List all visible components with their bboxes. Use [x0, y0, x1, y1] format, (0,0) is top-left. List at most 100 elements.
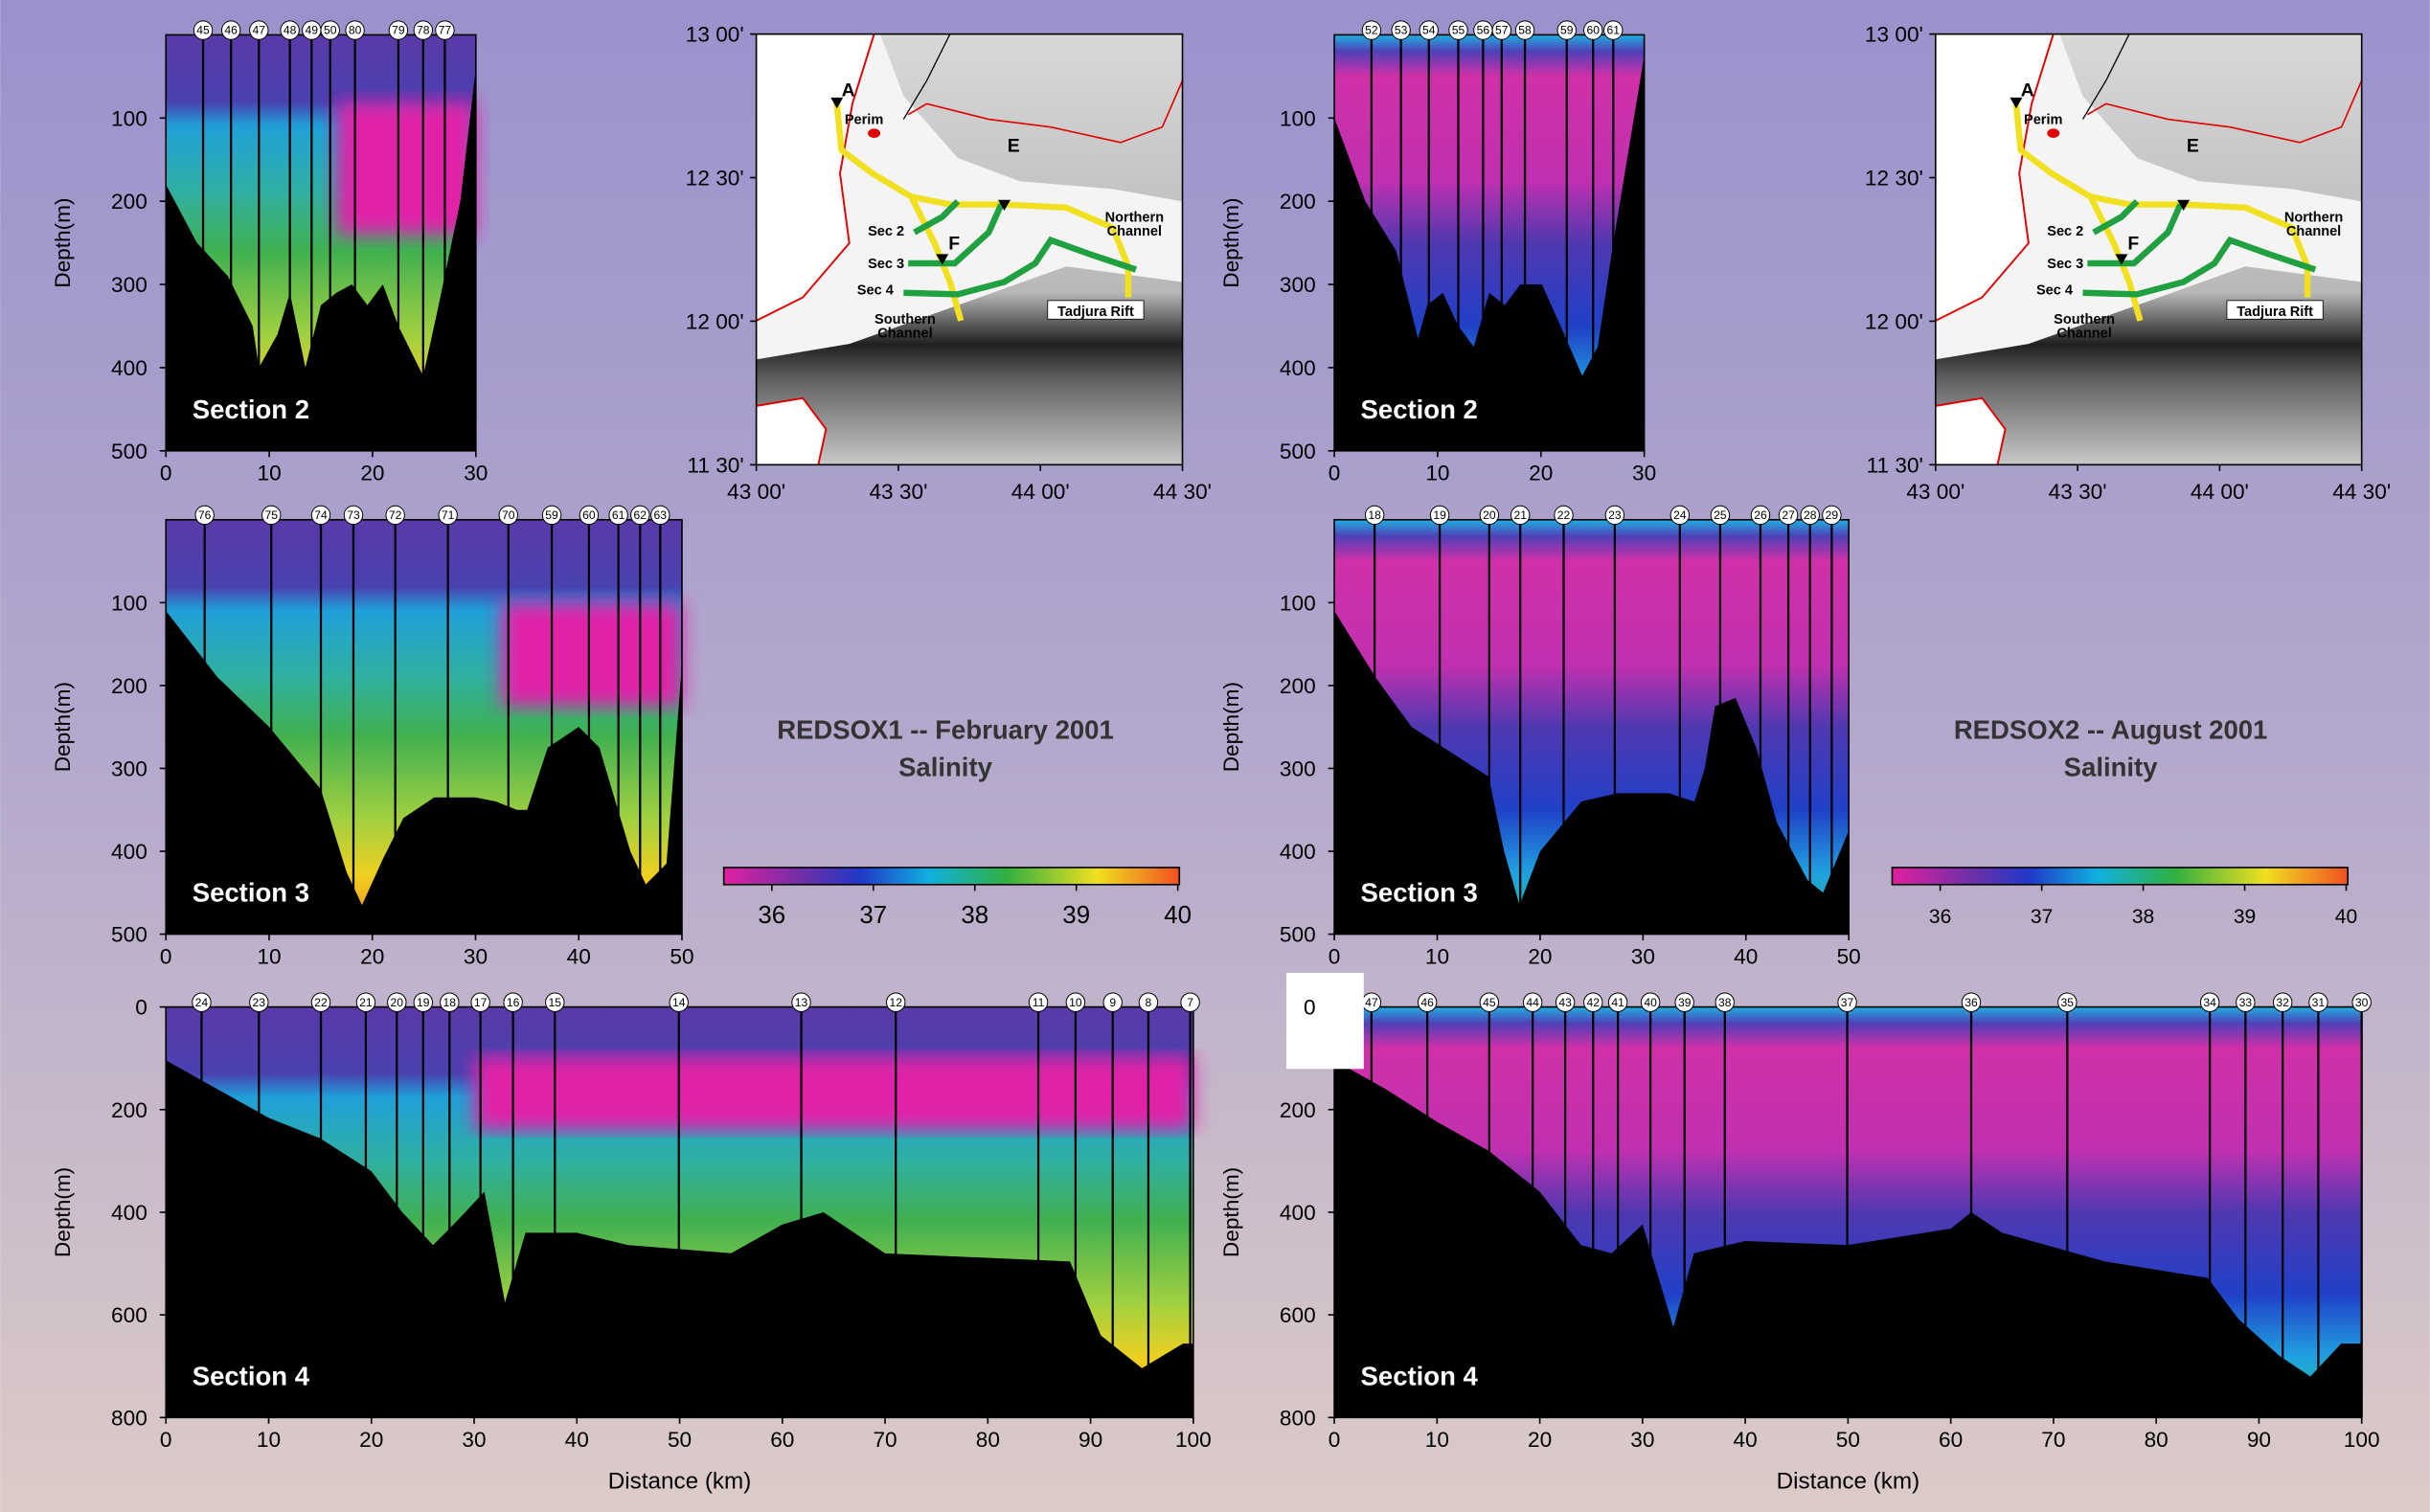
station-marker — [1556, 20, 1577, 40]
section-panel: 47 46 45 44 43 42 41 40 39 38 37 36 35 34 33 32 31 30 0 10 2… — [1219, 972, 2380, 1495]
y-axis-label: Depth(m) — [51, 1167, 75, 1257]
x-tick-label: 60 — [770, 1428, 794, 1452]
bathymetry — [166, 68, 476, 451]
station-marker — [320, 20, 340, 40]
station-marker — [249, 992, 269, 1012]
station-label: 19 — [417, 996, 430, 1009]
station-marker — [387, 992, 407, 1012]
station-marker — [261, 505, 282, 526]
lat-label: 12 30' — [686, 167, 744, 191]
station-label: 60 — [1587, 24, 1601, 37]
panel-subtitle: Salinity — [2064, 753, 2159, 782]
shelf — [1935, 34, 2362, 360]
station-marker — [310, 505, 331, 526]
y-tick-label: 100 — [1280, 591, 1316, 615]
salinity-core — [474, 1056, 1193, 1131]
station-marker — [630, 505, 650, 526]
x-tick-label: 20 — [360, 462, 384, 485]
station-marker — [385, 505, 405, 526]
colorbar-tick-label: 40 — [1164, 902, 1192, 929]
coastline — [1935, 396, 2007, 465]
green-track — [2082, 236, 2317, 298]
station-label: 50 — [324, 24, 337, 37]
station-label: 72 — [389, 508, 402, 522]
x-tick-label: 80 — [976, 1428, 1000, 1452]
station-label: 9 — [1109, 996, 1116, 1009]
station-label: 62 — [634, 508, 647, 522]
station-label: 70 — [502, 508, 515, 522]
station-label: 16 — [507, 996, 520, 1009]
colorbar — [1891, 867, 2349, 886]
y-axis-label: Depth(m) — [51, 197, 75, 287]
plot-frame — [1333, 518, 1851, 936]
station-label: 26 — [1754, 508, 1767, 522]
station-label: 55 — [1452, 24, 1465, 37]
station-marker — [192, 992, 212, 1012]
y-tick-label: 0 — [1304, 996, 1316, 1020]
station-label: 80 — [349, 24, 362, 37]
bathymetry — [1334, 610, 1850, 935]
station-label: 49 — [306, 24, 319, 37]
lon-label: 43 00' — [727, 480, 785, 504]
station-marker — [791, 992, 811, 1012]
station-label: 47 — [253, 24, 266, 37]
station-marker — [1583, 992, 1603, 1012]
x-tick-label: 40 — [1734, 1428, 1758, 1452]
salinity-core — [501, 602, 682, 707]
station-label: 18 — [443, 996, 457, 1009]
x-tick-label: 50 — [1837, 944, 1861, 968]
station-marker — [1102, 992, 1123, 1012]
y-tick-label: 200 — [111, 1098, 148, 1122]
station-marker — [498, 505, 518, 526]
station-label: 53 — [1395, 24, 1408, 37]
x-tick-label: 100 — [1175, 1428, 1212, 1452]
y-axis-label: Depth(m) — [1219, 1167, 1243, 1257]
channel-label: Channel — [2286, 224, 2341, 239]
y-tick-label: 200 — [1280, 190, 1316, 214]
station-label: 46 — [224, 24, 238, 37]
station-marker — [1510, 505, 1531, 526]
section-label: Section 3 — [1361, 878, 1478, 908]
colorbar-tick-label: 39 — [2234, 906, 2256, 928]
bathymetry — [1334, 1060, 2362, 1418]
lon-label: 43 00' — [1906, 480, 1964, 504]
y-tick-label: 600 — [1280, 1303, 1316, 1327]
x-tick-label: 30 — [462, 1428, 486, 1452]
x-tick-label: 40 — [565, 1428, 589, 1452]
green-track — [908, 203, 1005, 267]
station-marker — [2057, 992, 2078, 1012]
station-marker — [1800, 505, 1820, 526]
station-marker — [343, 505, 364, 526]
section-panel: 24 23 22 21 20 19 18 17 16 15 14 13 12 11 10 9 8 70 10 20 30… — [51, 992, 1212, 1495]
x-tick-label: 10 — [257, 944, 281, 968]
station-marker — [1822, 505, 1842, 526]
y-tick-label: 500 — [111, 440, 148, 463]
station-marker — [1554, 505, 1574, 526]
station-label: 31 — [2312, 996, 2326, 1009]
y-axis-label: Depth(m) — [1219, 682, 1243, 772]
point-label: E — [1008, 136, 1020, 157]
station-label: 25 — [1714, 508, 1727, 522]
station-marker — [345, 20, 365, 40]
section-name: Sec 4 — [857, 282, 895, 298]
map-frame — [755, 33, 1184, 466]
station-label: 42 — [1587, 996, 1601, 1009]
station-marker — [1180, 992, 1200, 1012]
station-label: 18 — [1368, 508, 1381, 522]
plot-frame — [165, 518, 683, 936]
station-label: 21 — [359, 996, 373, 1009]
place-label: Perim — [2024, 112, 2062, 127]
section-panel: 52 53 54 55 56 57 58 59 60 61 0 10 20 30 100 200 300 400 5… — [1219, 20, 1656, 485]
x-tick-label: 40 — [1734, 944, 1758, 968]
station-label: 61 — [1607, 24, 1621, 37]
yellow-track — [833, 103, 1132, 298]
station-marker — [1778, 505, 1799, 526]
station-marker — [1364, 505, 1385, 526]
y-tick-label: 500 — [111, 923, 148, 947]
station-label: 35 — [2061, 996, 2075, 1009]
y-tick-label: 400 — [1280, 1201, 1316, 1225]
station-marker — [669, 992, 689, 1012]
station-marker — [194, 505, 215, 526]
station-label: 30 — [2355, 996, 2369, 1009]
